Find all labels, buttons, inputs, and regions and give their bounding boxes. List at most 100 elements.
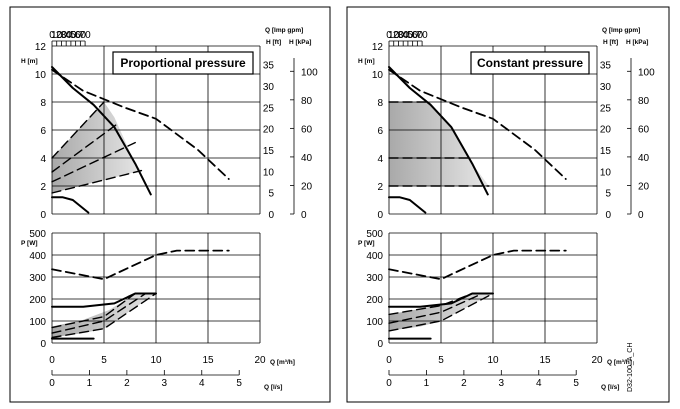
tick-label-p-w: 300 — [29, 273, 46, 284]
chart-title: Constant pressure — [477, 56, 583, 70]
tick-label-h-kpa: 40 — [638, 153, 650, 164]
x-axis-proportional: 0 5 10 15 20 Q [m³/h] 0 1 2 3 4 5 Q [l/s] — [49, 355, 295, 391]
tick-label-q-ls: 2 — [124, 378, 130, 389]
power-curve-max-power — [51, 292, 157, 308]
axis-label-impgpm: Q [Imp gpm] — [602, 27, 640, 34]
tick-label-p-w: 300 — [366, 273, 383, 284]
tick-label-q-ls: 0 — [49, 378, 55, 389]
head-curve-max-curve-dashed — [388, 68, 567, 180]
tick-label-h-kpa: 80 — [638, 96, 650, 107]
axis-label-q-m3h: Q [m³/h] — [270, 359, 295, 366]
tick-label-h-ft: 25 — [600, 103, 612, 114]
tick-label-p-w: 500 — [29, 229, 46, 240]
axis-label-p-w: P [W] — [358, 240, 375, 247]
tick-label-p-w: 400 — [366, 251, 383, 262]
shaded-band — [389, 102, 489, 186]
axis-label-h-m: H [m] — [358, 58, 375, 65]
tick-label-h-kpa: 100 — [638, 67, 655, 78]
power-curve-power-dashed — [51, 249, 230, 281]
power-curve-control-power-1 — [388, 292, 473, 316]
head-curve-lower-control-line — [51, 169, 143, 194]
tick-label-h-ft: 0 — [268, 210, 274, 221]
tick-label-impgpm: 40 — [65, 30, 77, 41]
tick-label-q-ls: 3 — [162, 378, 168, 389]
tick-label-p-w: 0 — [377, 339, 383, 350]
tick-label-impgpm: 0 — [49, 30, 55, 41]
power-curve-power-dashed — [388, 249, 567, 281]
power-curve-control-power-2 — [51, 292, 147, 334]
tick-label-h-kpa: 0 — [301, 210, 307, 221]
tick-label-q-m3h: 0 — [386, 355, 392, 366]
tick-label-h-ft: 0 — [605, 210, 611, 221]
tick-label-h-ft: 35 — [263, 61, 275, 72]
tick-label-h-ft: 5 — [605, 189, 611, 200]
tick-label-h-ft: 15 — [263, 146, 275, 157]
head-curve-max-curve — [388, 66, 489, 196]
tick-label-h-kpa: 0 — [638, 210, 644, 221]
head-curve-min-curve — [51, 196, 90, 214]
tick-label-q-ls: 4 — [199, 378, 205, 389]
axis-label-h-m: H [m] — [21, 58, 38, 65]
head-curve-mid-control-line-1 — [51, 122, 120, 173]
tick-label-q-ls: 4 — [536, 378, 542, 389]
tick-label-h-m: 12 — [372, 42, 384, 53]
tick-label-h-kpa: 60 — [638, 124, 650, 135]
tick-label-q-ls: 1 — [424, 378, 430, 389]
tick-label-q-ls: 5 — [573, 378, 579, 389]
tick-label-h-kpa: 20 — [638, 181, 650, 192]
axis-label-impgpm: Q [Imp gpm] — [265, 27, 303, 34]
tick-label-h-ft: 20 — [600, 125, 612, 136]
tick-label-impgpm: 70 — [80, 30, 92, 41]
axis-label-q-m3h: Q [m³/h] — [607, 359, 632, 366]
tick-label-q-m3h: 5 — [438, 355, 444, 366]
tick-label-p-w: 500 — [366, 229, 383, 240]
head-curve-min-curve — [388, 196, 427, 214]
tick-label-impgpm: 0 — [386, 30, 392, 41]
tick-label-q-ls: 5 — [236, 378, 242, 389]
tick-label-impgpm: 10 — [388, 30, 400, 41]
x-axis-constant: 0 5 10 15 20 Q [m³/h] 0 1 2 3 4 5 Q [l/s] — [386, 355, 632, 391]
tick-label-impgpm: 50 — [70, 30, 82, 41]
chart-title-box: Constant pressure — [470, 51, 590, 75]
tick-label-p-w: 100 — [366, 317, 383, 328]
tick-label-q-ls: 3 — [499, 378, 505, 389]
head-curve-mid-control-line-2 — [51, 141, 136, 183]
tick-label-h-ft: 30 — [263, 82, 275, 93]
tick-label-h-ft: 10 — [263, 167, 275, 178]
chart-title-box: Proportional pressure — [112, 51, 254, 75]
tick-label-q-ls: 1 — [87, 378, 93, 389]
head-curve-max-curve — [51, 66, 152, 196]
tick-label-h-ft: 20 — [263, 125, 275, 136]
tick-label-p-w: 400 — [29, 251, 46, 262]
tick-label-p-w: 100 — [29, 317, 46, 328]
tick-label-q-m3h: 10 — [487, 355, 499, 366]
axis-label-h-kpa: H [kPa] — [289, 39, 311, 46]
tick-label-h-m: 0 — [40, 210, 46, 221]
tick-label-h-m: 8 — [40, 98, 46, 109]
axis-label-q-ls: Q [l/s] — [264, 384, 282, 391]
tick-label-h-m: 12 — [35, 42, 47, 53]
tick-label-h-ft: 35 — [600, 61, 612, 72]
tick-label-impgpm: 50 — [407, 30, 419, 41]
tick-label-impgpm: 20 — [56, 30, 68, 41]
tick-label-q-m3h: 20 — [254, 355, 266, 366]
tick-label-h-kpa: 60 — [301, 124, 313, 135]
tick-label-h-kpa: 40 — [301, 153, 313, 164]
tick-label-h-ft: 10 — [600, 167, 612, 178]
tick-label-h-m: 6 — [40, 126, 46, 137]
tick-label-p-w: 200 — [29, 295, 46, 306]
tick-label-q-m3h: 10 — [150, 355, 162, 366]
tick-label-q-m3h: 5 — [101, 355, 107, 366]
power-curve-control-power-2 — [388, 292, 484, 324]
power-curve-max-power — [388, 292, 494, 308]
tick-label-h-kpa: 20 — [301, 181, 313, 192]
tick-label-h-m: 4 — [377, 154, 383, 165]
tick-label-q-m3h: 15 — [539, 355, 551, 366]
tick-label-impgpm: 60 — [75, 30, 87, 41]
